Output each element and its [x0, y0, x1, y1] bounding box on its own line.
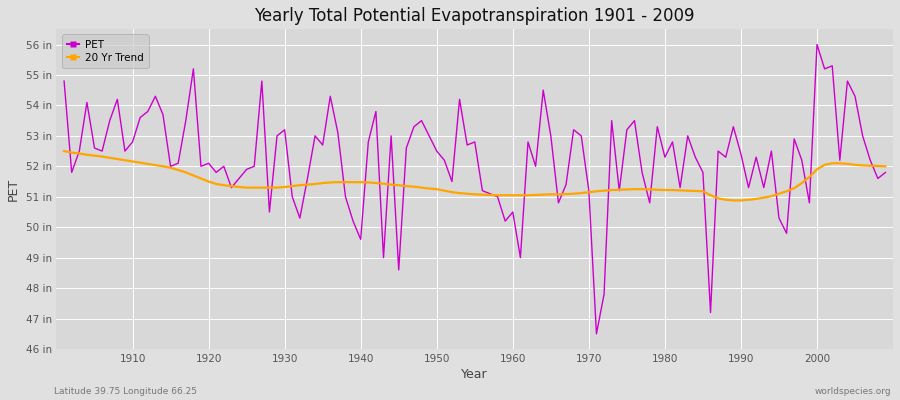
Y-axis label: PET: PET [7, 178, 20, 201]
Legend: PET, 20 Yr Trend: PET, 20 Yr Trend [62, 34, 148, 68]
X-axis label: Year: Year [462, 368, 488, 381]
Text: worldspecies.org: worldspecies.org [814, 387, 891, 396]
Title: Yearly Total Potential Evapotranspiration 1901 - 2009: Yearly Total Potential Evapotranspiratio… [255, 7, 695, 25]
Text: Latitude 39.75 Longitude 66.25: Latitude 39.75 Longitude 66.25 [54, 387, 197, 396]
